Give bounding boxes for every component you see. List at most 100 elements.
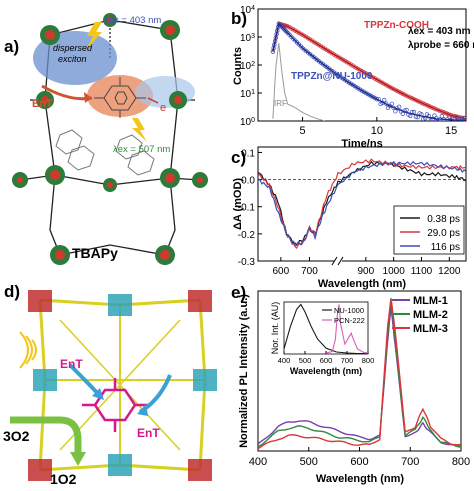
axis-ticks-c: 0.1 0.0 -0.1 -0.2 -0.3 600 700 900 1000 1100 1200 <box>238 148 466 277</box>
triplet-oxygen-label: 3O2 <box>3 428 30 444</box>
data-point-nu1000 <box>389 101 394 107</box>
data-point-nu1000 <box>451 120 455 121</box>
y-tick-label-c: 0.1 <box>241 148 255 159</box>
panel-e: e) 400 500 600 700 800 Normalized PL Intensi… <box>231 283 470 485</box>
x-tick-label-e: 500 <box>300 456 318 468</box>
pyrene-molecules <box>55 129 155 176</box>
data-point-nu1000 <box>278 23 284 29</box>
electron-arrow <box>147 97 159 104</box>
inset-x-tick-label: 500 <box>299 356 312 365</box>
y-tick-label-b: 100 <box>240 117 255 129</box>
ent-arrowhead-d1 <box>92 388 104 400</box>
dispersed-exciton-region <box>33 31 117 85</box>
ent-label-a: EnT <box>32 98 53 110</box>
x-tick-label-e: 600 <box>350 456 368 468</box>
singlet-oxygen-label: 1O2 <box>50 471 77 487</box>
data-point-nu1000 <box>279 24 285 30</box>
y-axis-title-e: Normalized PL Intensity (a.u.) <box>238 294 250 448</box>
ent-label-d2: EnT <box>137 426 160 440</box>
panel-d: d) EnT EnT 3O2 1O2 <box>3 282 217 487</box>
inset-frame-e <box>283 301 369 355</box>
data-point-nu1000 <box>382 97 387 103</box>
inset-legend-label: NU-1000 <box>334 306 364 315</box>
y-tick-label-c: -0.1 <box>238 203 256 214</box>
inset-plot-area-e <box>283 303 369 355</box>
data-point-nu1000 <box>281 26 286 31</box>
x-tick-label-e: 700 <box>401 456 419 468</box>
inset-x-tick-label: 400 <box>278 356 291 365</box>
y-tick-label-b: 102 <box>240 61 255 73</box>
legend-label-e: MLM-3 <box>413 323 448 335</box>
y-tick-label-b: 103 <box>240 33 255 45</box>
plot-frame-c <box>257 146 467 262</box>
inset-x-tick-label: 700 <box>341 356 354 365</box>
x-axis-title-b: Time/ns <box>341 138 382 150</box>
y-tick-label-b: 101 <box>240 89 255 101</box>
panel-c: c) 0.1 0.0 -0.1 -0.2 -0.3 600 700 900 1000 1100 12… <box>231 146 467 290</box>
y-tick-label-c: -0.2 <box>238 230 256 241</box>
data-point-nu1000 <box>284 29 289 34</box>
data-point-nu1000 <box>447 114 452 119</box>
data-point-nu1000 <box>374 97 380 102</box>
data-point-nu1000 <box>400 111 406 117</box>
data-point-nu1000 <box>393 109 398 114</box>
x-tick-label-c: 1100 <box>411 266 433 277</box>
pl-curve-mlm2 <box>258 298 461 448</box>
x-tick-label-c: 900 <box>357 266 374 277</box>
y-tick-label-b: 104 <box>240 5 255 17</box>
inset-legend-label: PCN-222 <box>334 316 365 325</box>
ent-region <box>87 75 153 117</box>
plot-area-b <box>270 21 466 121</box>
y-axis-title-c: ΔA (mOD) <box>232 178 244 230</box>
lambda-probe-b: λprobe = 660 nm <box>408 40 474 51</box>
axis-break-marker <box>331 256 344 266</box>
pl-curve-mlm3 <box>258 299 461 450</box>
decay-curve-nu1000 <box>272 22 466 121</box>
ta-curve-116ps <box>258 160 466 247</box>
porphyrin-molecule-a <box>94 77 146 118</box>
x-axis-title-c: Wavelength (nm) <box>318 278 407 290</box>
pl-curve-mlm1 <box>258 305 461 448</box>
excitation-bolt-507 <box>132 118 147 142</box>
y-tick-label-c: -0.3 <box>238 257 256 268</box>
metal-node-clusters-d <box>28 290 217 481</box>
x-tick-label-e: 400 <box>249 456 267 468</box>
panel-b-label: b) <box>231 9 247 28</box>
inset-x-tick-label: 600 <box>320 356 333 365</box>
x-tick-label-c: 1200 <box>438 266 461 277</box>
axis-ticks-b: 100 101 102 103 104 5 10 15 <box>240 5 457 138</box>
x-tick-label-c: 1000 <box>383 266 406 277</box>
x-tick-label-b: 10 <box>371 125 383 137</box>
linker-label: TBAPy <box>72 245 118 261</box>
x-axis-title-e: Wavelength (nm) <box>316 473 405 485</box>
x-tick-label-b: 5 <box>300 125 306 137</box>
o2-conversion-arrowhead <box>70 452 86 466</box>
plot-area-c <box>258 158 466 250</box>
panel-d-label: d) <box>4 282 20 301</box>
panel-a: a) dispersed exciton λex = 403 nm λex = … <box>4 13 208 265</box>
ent-label-d1: EnT <box>60 357 83 371</box>
electron-label: e <box>160 102 166 114</box>
mof-framework-d <box>38 298 207 472</box>
legend-label-c: 29.0 ps <box>427 228 460 239</box>
y-axis-title-b: Counts <box>232 47 244 85</box>
legend-label-e: MLM-1 <box>413 295 448 307</box>
o2-conversion-arrow <box>10 416 82 455</box>
x-tick-label-c: 700 <box>301 266 318 277</box>
lambda-ex-403-label: λex = 403 nm <box>104 15 161 26</box>
ent-arrowhead-d2 <box>137 404 148 416</box>
lambda-ex-507-label: λex = 507 nm <box>113 144 170 155</box>
panel-c-label: c) <box>231 148 246 167</box>
series-label-irf: IRF <box>274 99 287 108</box>
legend-label-c: 116 ps <box>431 242 460 253</box>
light-waves-icon <box>19 331 37 369</box>
legend-label-c: 0.38 ps <box>427 214 460 225</box>
inset-curve-nu1000 <box>283 303 368 355</box>
legend-label-e: MLM-2 <box>413 309 448 321</box>
excitation-bolt-403 <box>86 22 102 50</box>
inset-curve-pcn222 <box>325 304 369 354</box>
panel-e-label: e) <box>231 283 246 302</box>
lambda-ex-b: λex = 403 nm <box>408 26 471 37</box>
data-point-nu1000 <box>404 107 409 113</box>
